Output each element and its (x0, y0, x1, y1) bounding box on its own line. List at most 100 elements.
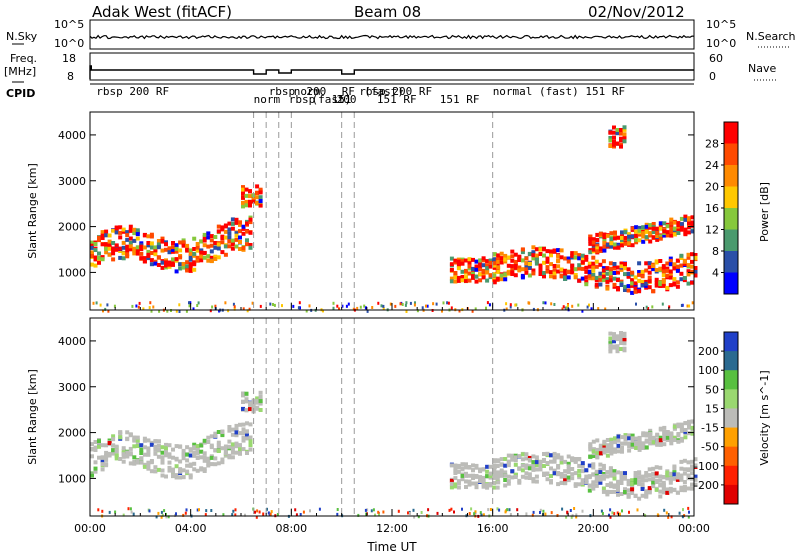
echo-cell-763 (644, 261, 649, 266)
echo-cell-1150 (122, 513, 125, 517)
echo-cell-83 (128, 433, 133, 438)
echo-cell-602 (563, 271, 568, 276)
echo-cell-874 (588, 237, 593, 242)
echo-cell-1186 (565, 306, 568, 310)
colorbar-segment-7 (724, 465, 738, 486)
echo-cell-789 (654, 283, 659, 288)
echo-cell-1027 (665, 224, 670, 229)
echo-cell-796 (658, 266, 663, 271)
echo-cell-402 (467, 266, 472, 271)
echo-cell-297 (238, 220, 242, 225)
echo-cell-180 (178, 240, 183, 245)
echo-cell-641 (580, 464, 585, 469)
echo-cell-723 (623, 272, 627, 277)
echo-cell-1153 (378, 513, 380, 517)
echo-cell-62 (118, 430, 123, 435)
echo-cell-265 (220, 250, 225, 255)
echo-cell-1181 (566, 510, 569, 514)
freq-strip: Freq. [MHz] 18 8 60 0 Nave (4, 52, 778, 83)
echo-cell-1132 (382, 307, 385, 310)
echo-cell-1257 (185, 508, 188, 512)
echo-cell-1091 (612, 345, 616, 350)
echo-cell-701 (612, 276, 617, 281)
echo-cell-1111 (622, 346, 627, 351)
echo-cell-842 (682, 261, 687, 266)
echo-cell-1046 (676, 439, 681, 444)
echo-cell-1007 (655, 231, 660, 235)
echo-cell-55 (114, 444, 119, 449)
echo-cell-124 (149, 262, 154, 267)
echo-cell-1084 (608, 130, 613, 135)
echo-cell-426 (478, 468, 483, 473)
echo-cell-459 (495, 464, 500, 468)
x-tick-label-2: 08:00 (275, 522, 307, 535)
echo-cell-1090 (612, 135, 616, 140)
colorbar-tick-label-3: 16 (705, 202, 719, 215)
echo-cell-554 (538, 269, 543, 274)
echo-cell-879 (591, 240, 596, 245)
cpid-label-2: norm (254, 93, 281, 106)
echo-cell-445 (488, 260, 493, 265)
echo-cell-107 (142, 233, 147, 238)
echo-cell-1242 (509, 303, 512, 307)
echo-cell-1164 (129, 507, 132, 511)
echo-cell-5 (90, 254, 94, 258)
echo-cell-147 (164, 449, 168, 454)
echo-cell-88 (132, 238, 137, 243)
colorbar-tick-label-4: 12 (705, 224, 719, 237)
echo-cell-829 (675, 258, 680, 263)
echo-cell-1199 (192, 307, 195, 311)
echo-cell-586 (552, 249, 557, 254)
echo-cell-228 (202, 451, 207, 456)
echo-cell-192 (185, 463, 190, 468)
echo-cell-1041 (672, 424, 677, 429)
echo-cell-1019 (662, 433, 667, 438)
echo-cell-765 (644, 268, 649, 273)
echo-cell-327 (241, 406, 245, 411)
echo-cell-230 (202, 469, 207, 473)
echo-cell-285 (230, 226, 235, 231)
echo-cell-256 (216, 246, 221, 251)
echo-cell-634 (577, 463, 582, 468)
echo-cell-1241 (155, 515, 158, 519)
echo-cell-105 (142, 436, 147, 441)
echo-cell-862 (693, 474, 698, 479)
echo-cell-377 (453, 258, 458, 263)
echo-cell-954 (630, 438, 635, 443)
echo-cell-1219 (270, 510, 273, 514)
echo-cell-336 (248, 199, 252, 204)
echo-cell-538 (527, 466, 532, 471)
echo-cell-273 (227, 425, 232, 429)
echo-cell-174 (174, 464, 179, 469)
echo-cell-1095 (615, 334, 620, 339)
echo-cell-1033 (669, 226, 674, 231)
echo-cell-802 (661, 278, 666, 282)
echo-cell-684 (601, 274, 606, 279)
echo-cell-748 (633, 289, 638, 294)
echo-cell-365 (449, 279, 454, 284)
echo-cell-541 (531, 250, 536, 255)
echo-cell-34 (104, 246, 109, 251)
echo-cell-921 (613, 242, 617, 247)
echo-cell-613 (566, 454, 571, 459)
echo-cell-671 (594, 483, 599, 488)
echo-cell-721 (623, 471, 627, 476)
echo-cell-281 (230, 217, 235, 222)
x-tick-label-3: 12:00 (376, 522, 408, 535)
echo-cell-578 (549, 274, 553, 279)
echo-cell-1206 (318, 507, 321, 511)
echo-cell-1170 (161, 513, 164, 517)
echo-cell-158 (167, 452, 172, 457)
echo-cell-215 (195, 451, 200, 456)
echo-cell-8 (93, 248, 98, 252)
echo-cell-1086 (612, 130, 616, 135)
echo-cell-1135 (581, 509, 584, 513)
echo-cell-1109 (622, 135, 627, 140)
echo-cell-662 (591, 465, 596, 470)
echo-cell-209 (192, 445, 197, 450)
colorbar-tick-label-1: 100 (698, 364, 719, 377)
echo-cell-4 (90, 250, 94, 255)
echo-cell-1171 (163, 509, 166, 513)
